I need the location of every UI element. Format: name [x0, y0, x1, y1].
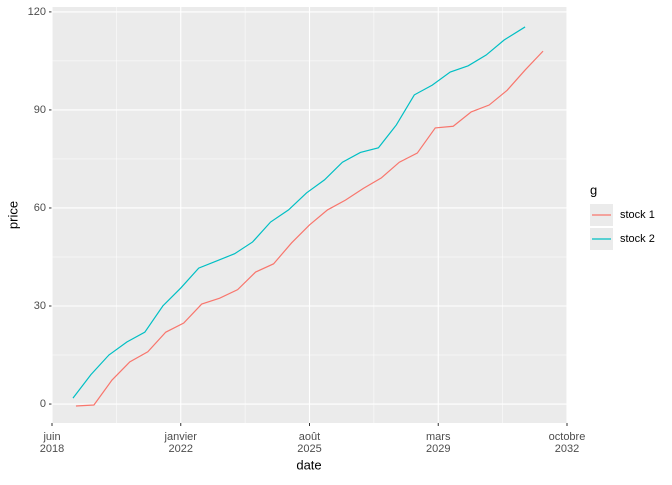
x-tick-label: juin 2018: [40, 431, 64, 455]
x-axis-title: date: [296, 457, 321, 472]
y-tick-label: 120: [28, 6, 46, 18]
x-tick-label: janvier 2022: [164, 431, 198, 455]
y-axis-title: price: [5, 201, 20, 229]
x-tick-label: août 2025: [297, 431, 321, 455]
y-tick-label: 0: [40, 398, 46, 410]
line: [75, 50, 544, 407]
x-tick-label: mars 2029: [426, 431, 451, 455]
line: [72, 26, 526, 399]
legend-title: g: [590, 182, 597, 197]
legend-label: stock 1: [620, 209, 655, 221]
y-tick-label: 60: [34, 202, 46, 214]
y-tick-label: 30: [34, 300, 46, 312]
legend-label: stock 2: [620, 233, 655, 245]
x-tick-label: octobre 2032: [549, 431, 586, 455]
y-tick-label: 90: [34, 104, 46, 116]
